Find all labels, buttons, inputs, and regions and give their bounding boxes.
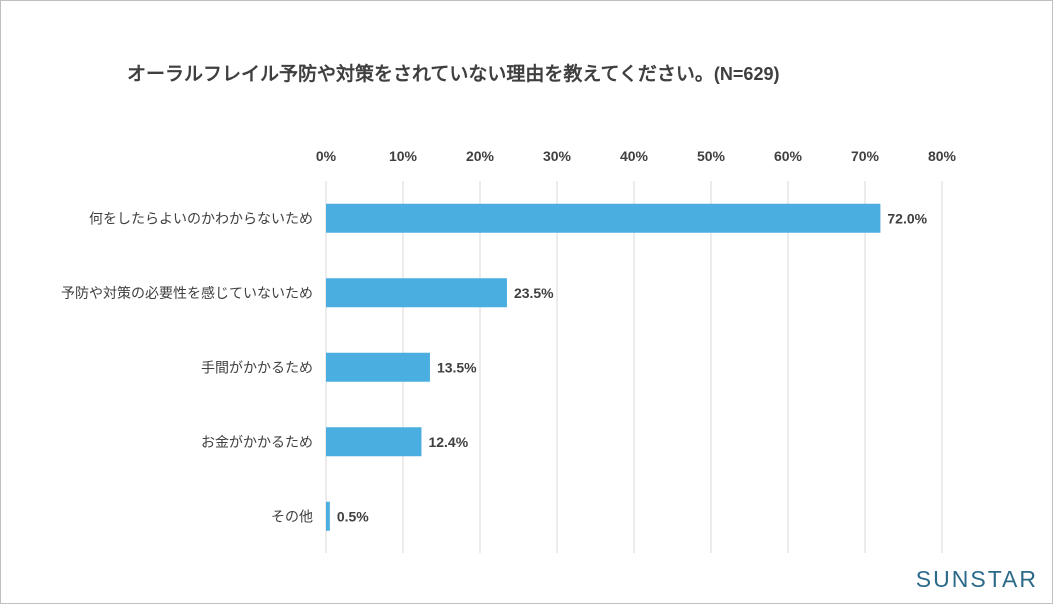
bar bbox=[326, 501, 330, 531]
bar bbox=[326, 427, 422, 457]
chart-title-text: オーラルフレイル予防や対策をされていない理由を教えてください。 bbox=[127, 63, 714, 85]
data-label: 12.4% bbox=[428, 434, 468, 450]
category-label: 予防や対策の必要性を感じていないため bbox=[61, 285, 313, 302]
gridlines bbox=[325, 181, 943, 553]
tick-label: 0% bbox=[316, 148, 337, 164]
chart-title: オーラルフレイル予防や対策をされていない理由を教えてください。(N=629) bbox=[127, 59, 779, 86]
tick-label: 40% bbox=[620, 148, 649, 164]
bars bbox=[326, 203, 881, 531]
data-labels: 72.0% 23.5% 13.5% 12.4% 0.5% bbox=[337, 210, 928, 524]
bar bbox=[326, 203, 881, 233]
tick-label: 50% bbox=[697, 148, 726, 164]
data-label: 23.5% bbox=[514, 285, 554, 301]
category-label: 手間がかかるため bbox=[201, 360, 313, 376]
tick-label: 30% bbox=[543, 148, 572, 164]
sunstar-logo: SUNSTAR bbox=[915, 566, 1038, 592]
chart-title-sample-size: (N=629) bbox=[713, 64, 780, 84]
tick-label: 10% bbox=[389, 148, 418, 164]
tick-label: 60% bbox=[774, 148, 803, 164]
category-label: 何をしたらよいのかわからないため bbox=[89, 211, 313, 227]
tick-label: 20% bbox=[466, 148, 495, 164]
data-label: 72.0% bbox=[887, 210, 927, 226]
data-label: 13.5% bbox=[437, 359, 477, 375]
category-label: お金がかかるため bbox=[201, 435, 313, 451]
tick-label: 70% bbox=[851, 148, 880, 164]
x-axis-ticks: 0% 10% 20% 30% 40% 50% 60% 70% 80% bbox=[316, 148, 957, 164]
category-labels: 何をしたらよいのかわからないため予防や対策の必要性を感じていないため手間がかかる… bbox=[61, 211, 313, 525]
category-label: その他 bbox=[271, 509, 313, 525]
tick-label: 80% bbox=[928, 148, 957, 164]
bar bbox=[326, 352, 430, 382]
bar bbox=[326, 278, 507, 308]
data-label: 0.5% bbox=[337, 508, 369, 524]
